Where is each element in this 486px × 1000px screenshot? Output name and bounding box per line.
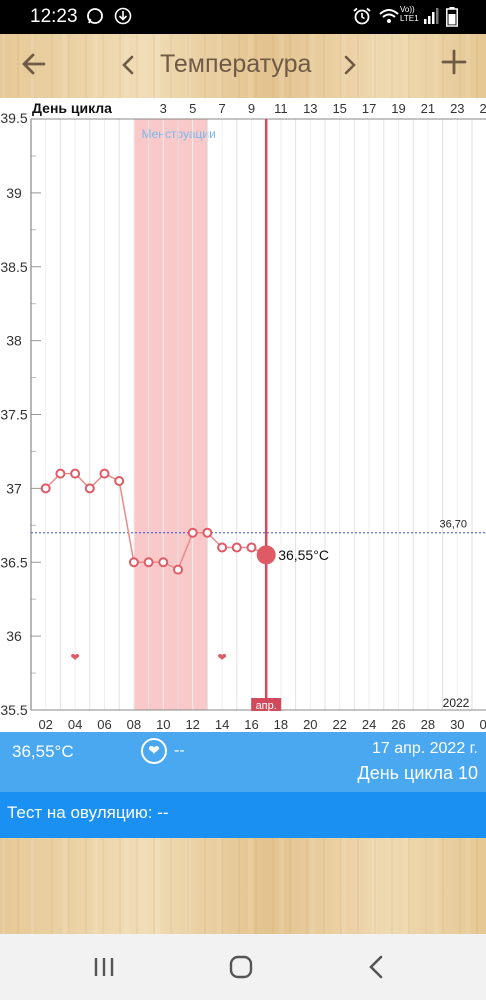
temperature-point [158,557,169,568]
chevron-left-icon[interactable] [120,48,136,86]
heart-marker-icon: ❤ [70,651,79,664]
home-icon[interactable] [221,950,261,984]
intercourse-value: -- [174,742,185,759]
date-tick: 20 [303,717,317,732]
temperature-point [84,483,95,494]
status-time: 12:23 [30,6,78,27]
wifi-icon [378,7,400,29]
temperature-point [99,468,110,479]
y-tick-label: 35.5 [0,702,27,718]
cycle-day-tick: 19 [391,101,405,116]
date-tick: 02 [38,717,52,732]
date-tick: 14 [215,717,229,732]
cycle-day-tick: 7 [218,101,225,116]
date-tick: 28 [421,717,435,732]
cycle-day-tick: 9 [248,101,255,116]
date-tick: 08 [127,717,141,732]
date-tick: 12 [185,717,199,732]
temperature-line [45,472,267,571]
temperature-point [231,542,242,553]
top-axis-title: День цикла [32,100,112,116]
date-tick: 24 [362,717,376,732]
chart-svg[interactable]: Менструации39.53938.53837.53736.53635.5Д… [0,98,486,732]
date-tick: 26 [391,717,405,732]
temperature-point [173,564,183,575]
cycle-day-tick: 11 [274,101,288,116]
baseline-label: 36,70 [439,519,467,531]
temperature-point [55,468,66,479]
selected-temperature-point [256,545,276,565]
date-tick: 02 [479,717,486,732]
plus-icon[interactable] [436,44,472,80]
date-tick: 04 [68,717,82,732]
info-bar: 36,55°C ❤ -- 17 апр. 2022 г. День цикла … [0,732,486,792]
temperature-point [187,527,198,538]
cycle-day-tick: 17 [362,101,376,116]
temperature-point [114,475,125,486]
date-tick: 10 [156,717,170,732]
temperature-point [143,557,154,568]
alarm-icon [352,7,372,29]
download-icon [114,7,132,29]
year-label: 2022 [443,696,470,710]
temperature-point [70,468,81,479]
chevron-right-icon[interactable] [342,48,358,86]
y-tick-label: 37.5 [0,407,27,423]
selected-temperature: 36,55°C [12,742,74,761]
signal-icon [423,7,439,29]
temperature-point [128,557,139,568]
recent-apps-icon[interactable] [84,950,124,984]
ovulation-test-label: Тест на овуляцию: -- [7,803,169,822]
month-label: апр. [256,700,277,712]
system-nav-bar [0,934,486,1000]
back-arrow-icon[interactable] [16,46,52,82]
menstruation-band [133,119,208,710]
temperature-point [202,527,213,538]
date-tick: 06 [97,717,111,732]
cycle-day-tick: 15 [332,101,346,116]
temperature-point [40,483,51,494]
y-tick-label: 38 [6,333,22,349]
app-bar: Температура [0,34,486,98]
temperature-chart[interactable]: Менструации 39.5 39 38.5 38 37.5 37 36.5 36 35.5 Д… [0,98,486,732]
wood-background [0,838,486,934]
heart-marker-icon: ❤ [217,651,226,664]
heart-icon[interactable]: ❤ [141,738,167,764]
cycle-day-tick: 25 [479,101,486,116]
cycle-day-tick: 23 [450,101,464,116]
cycle-day-tick: 21 [421,101,435,116]
date-tick: 30 [450,717,464,732]
date-tick: 22 [332,717,346,732]
page-title: Температура [160,50,312,78]
temperature-point [246,542,257,553]
month-label-bg [251,698,282,711]
battery-icon [446,7,458,31]
cycle-day-tick: 13 [303,101,317,116]
menstruation-label: Менструации [142,127,216,141]
date-tick: 16 [244,717,258,732]
cycle-day-label: День цикла 10 [357,763,479,783]
status-bar: 12:23 Vo)) LTE1 [0,0,486,34]
y-tick-label: 36 [6,628,22,644]
selected-date: 17 апр. 2022 г. [372,740,478,757]
temperature-point [217,542,228,553]
date-tick: 18 [274,717,288,732]
cycle-day-tick: 5 [189,101,196,116]
back-icon[interactable] [357,950,397,984]
whatsapp-icon [86,7,104,29]
y-tick-label: 36.5 [0,554,27,570]
selected-point-label: 36,55°C [278,547,329,563]
volte-indicator: Vo)) LTE1 [400,5,419,23]
ovulation-test-bar[interactable]: Тест на овуляцию: -- [0,792,486,838]
y-tick-label: 38.5 [0,259,27,275]
y-tick-label: 37 [6,480,22,496]
cycle-day-tick: 3 [160,101,167,116]
y-tick-label: 39 [6,185,22,201]
y-tick-label: 39.5 [0,110,27,126]
